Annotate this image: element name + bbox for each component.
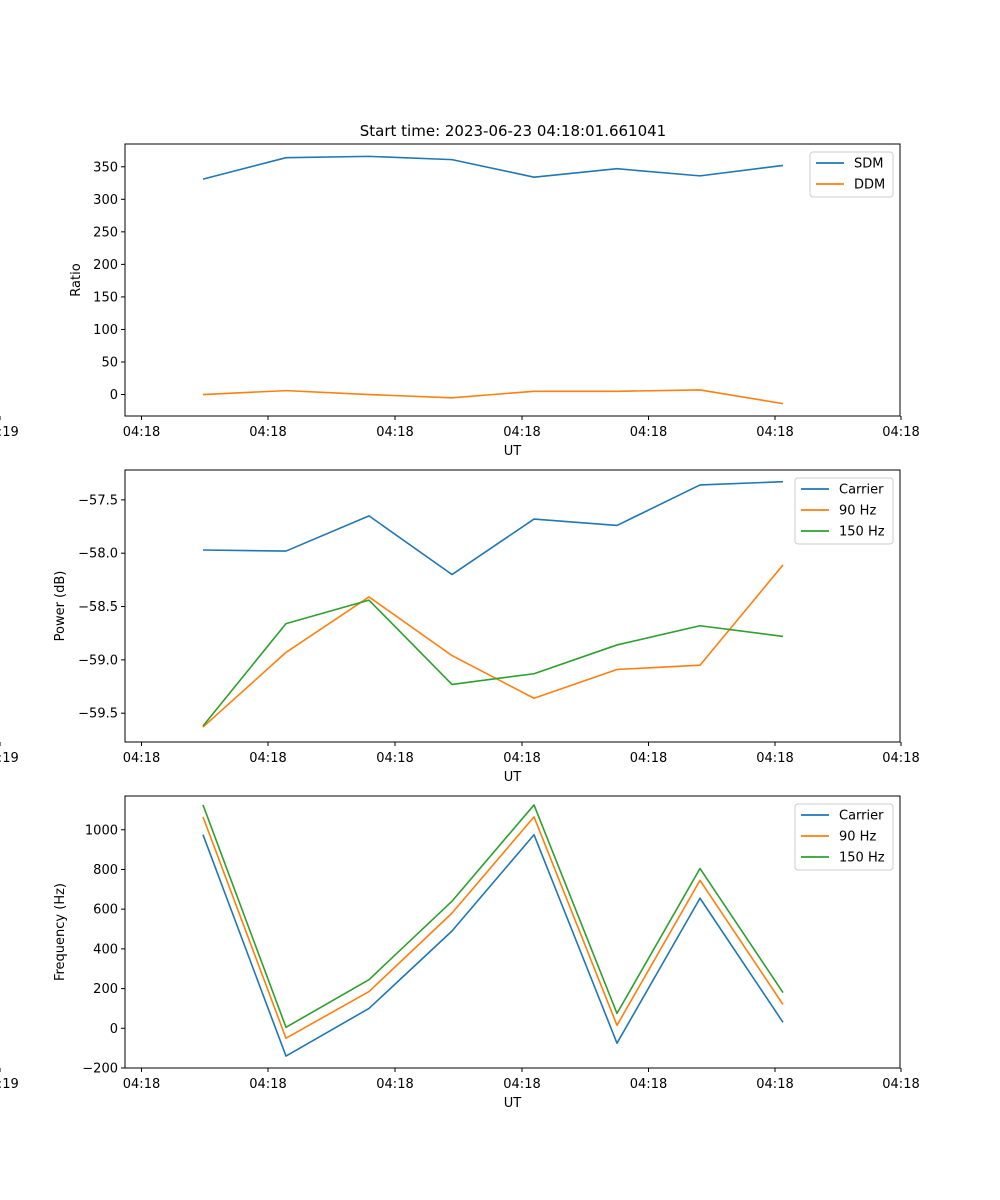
y-axis-label: Power (dB) xyxy=(53,571,68,642)
y-tick-label: 1000 xyxy=(85,823,118,838)
y-tick-label: −58.0 xyxy=(78,547,118,562)
legend-label: Carrier xyxy=(839,483,884,498)
x-axis-label: UT xyxy=(504,444,522,459)
figure-title: Start time: 2023-06-23 04:18:01.661041 xyxy=(360,122,666,140)
series-line-ddm xyxy=(202,389,784,405)
x-tick-label: 04:18 xyxy=(630,751,667,766)
legend: SDM DDM xyxy=(809,151,894,198)
y-tick-label: 100 xyxy=(93,323,118,338)
y-tick-label: 150 xyxy=(93,290,118,305)
series-line-carrier xyxy=(202,480,784,576)
y-tick-label: 50 xyxy=(101,355,118,370)
y-tick-label: 0 xyxy=(110,388,118,403)
x-tick-label: 04:18 xyxy=(882,751,919,766)
x-tick-label: 04:18 xyxy=(249,425,286,440)
x-tick-label: 04:18 xyxy=(756,751,793,766)
x-tick-label: 04:18 xyxy=(123,751,160,766)
legend-label: 90 Hz xyxy=(839,830,876,845)
y-axis-label: Frequency (Hz) xyxy=(53,883,68,981)
series-line-150-hz xyxy=(202,804,784,1029)
x-tick-label: 04:18 xyxy=(882,425,919,440)
legend-label: SDM xyxy=(854,157,883,172)
legend-label: DDM xyxy=(854,178,885,193)
x-tick-label: 04:18 xyxy=(882,1077,919,1092)
x-tick-label: 04:19 xyxy=(0,1077,19,1092)
x-axis-label: UT xyxy=(504,1096,522,1111)
y-tick-label: 800 xyxy=(93,863,118,878)
series-line-90-hz xyxy=(202,564,784,728)
y-axis-label: Ratio xyxy=(69,263,84,296)
x-tick-label: 04:18 xyxy=(503,751,540,766)
x-tick-label: 04:18 xyxy=(249,1077,286,1092)
subplot-1: 04:18 04:18 04:18 04:18 04:18 04:18 04:18 04:19… xyxy=(0,143,920,459)
y-tick-label: −58.5 xyxy=(78,600,118,615)
legend: Carrier 90 Hz 150 Hz xyxy=(794,477,894,545)
x-tick-label: 04:18 xyxy=(376,425,413,440)
x-tick-label: 04:18 xyxy=(503,425,540,440)
y-tick-label: −200 xyxy=(82,1062,118,1077)
y-tick-label: −57.5 xyxy=(78,493,118,508)
series-line-carrier xyxy=(202,833,784,1057)
subplot-2: 04:18 04:18 04:18 04:18 04:18 04:18 04:18 04:19… xyxy=(0,469,920,785)
legend-box xyxy=(794,477,894,545)
y-tick-label: 400 xyxy=(93,942,118,957)
x-tick-label: 04:18 xyxy=(123,1077,160,1092)
series-line-150-hz xyxy=(202,599,784,727)
x-tick-label: 04:19 xyxy=(0,425,19,440)
y-tick-label: 0 xyxy=(110,1022,118,1037)
legend-label: Carrier xyxy=(839,809,884,824)
x-tick-label: 04:18 xyxy=(756,1077,793,1092)
y-tick-label: 250 xyxy=(93,225,118,240)
legend-label: 150 Hz xyxy=(839,525,885,540)
x-tick-label: 04:18 xyxy=(630,1077,667,1092)
subplot-3: 04:18 04:18 04:18 04:18 04:18 04:18 04:18 04:19… xyxy=(0,795,920,1111)
axes-frame xyxy=(124,143,901,417)
series-line-sdm xyxy=(202,155,784,180)
legend-label: 150 Hz xyxy=(839,851,885,866)
legend-box xyxy=(794,803,894,871)
series-line-90-hz xyxy=(202,816,784,1040)
x-tick-label: 04:18 xyxy=(756,425,793,440)
x-tick-label: 04:19 xyxy=(0,751,19,766)
legend: Carrier 90 Hz 150 Hz xyxy=(794,803,894,871)
x-tick-label: 04:18 xyxy=(376,751,413,766)
y-tick-label: 200 xyxy=(93,982,118,997)
y-tick-label: −59.0 xyxy=(78,653,118,668)
axes-frame xyxy=(124,795,901,1069)
y-tick-label: 300 xyxy=(93,193,118,208)
y-tick-label: −59.5 xyxy=(78,707,118,722)
x-tick-label: 04:18 xyxy=(630,425,667,440)
x-axis-label: UT xyxy=(504,770,522,785)
subplots: 04:18 04:18 04:18 04:18 04:18 04:18 04:18 04:19… xyxy=(0,143,920,1111)
y-tick-label: 600 xyxy=(93,903,118,918)
y-tick-label: 350 xyxy=(93,160,118,175)
x-tick-label: 04:18 xyxy=(249,751,286,766)
axes-frame xyxy=(124,469,901,743)
legend-label: 90 Hz xyxy=(839,504,876,519)
x-tick-label: 04:18 xyxy=(376,1077,413,1092)
y-tick-label: 200 xyxy=(93,258,118,273)
x-tick-label: 04:18 xyxy=(503,1077,540,1092)
x-tick-label: 04:18 xyxy=(123,425,160,440)
